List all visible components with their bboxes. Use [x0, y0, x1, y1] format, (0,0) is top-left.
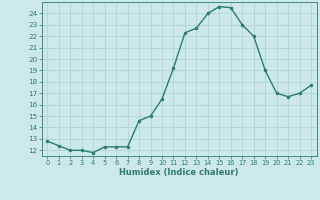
- X-axis label: Humidex (Indice chaleur): Humidex (Indice chaleur): [119, 168, 239, 177]
